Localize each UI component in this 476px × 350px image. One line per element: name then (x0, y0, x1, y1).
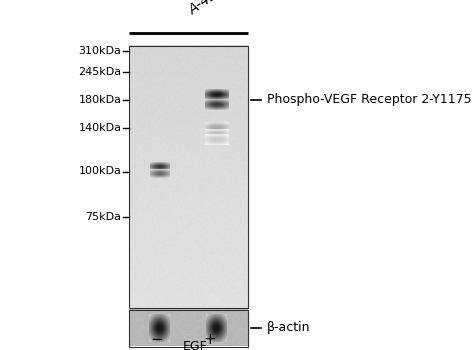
Bar (129, 310, 248, 346)
Bar (129, 46, 248, 308)
Text: 180kDa: 180kDa (79, 95, 121, 105)
Text: 310kDa: 310kDa (79, 46, 121, 56)
Text: A-431: A-431 (186, 0, 228, 18)
Text: Phospho-VEGF Receptor 2-Y1175: Phospho-VEGF Receptor 2-Y1175 (267, 93, 471, 106)
Text: EGF: EGF (183, 341, 208, 350)
Text: 100kDa: 100kDa (79, 167, 121, 176)
Text: 245kDa: 245kDa (78, 67, 121, 77)
Text: 140kDa: 140kDa (79, 123, 121, 133)
Text: β-actin: β-actin (267, 321, 310, 335)
Text: 75kDa: 75kDa (85, 212, 121, 222)
Text: −: − (151, 331, 163, 346)
Text: +: + (203, 331, 216, 346)
